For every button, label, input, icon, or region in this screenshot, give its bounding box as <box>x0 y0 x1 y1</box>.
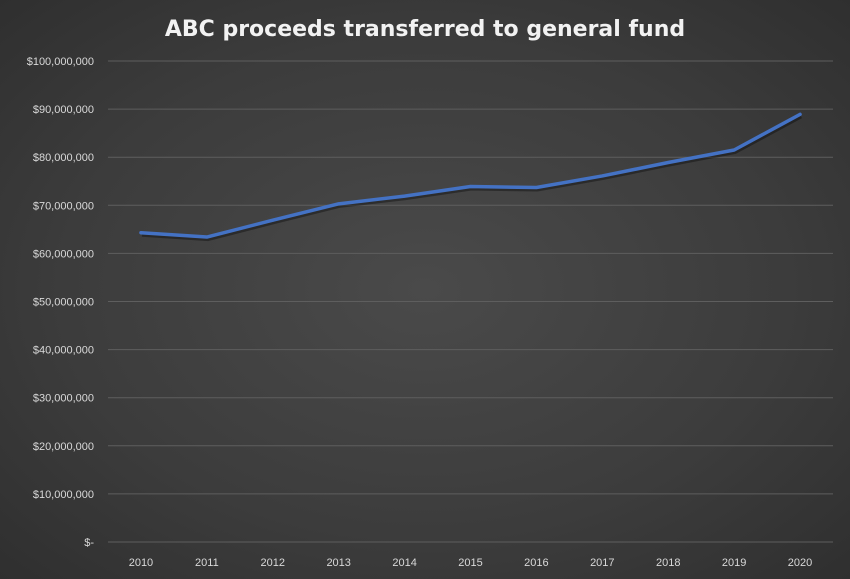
y-tick-label: $60,000,000 <box>33 248 94 260</box>
x-tick-label: 2015 <box>458 557 482 569</box>
gridlines <box>108 60 833 543</box>
y-tick-label: $50,000,000 <box>33 297 94 309</box>
x-tick-label: 2019 <box>722 557 746 569</box>
data-point <box>271 218 275 222</box>
data-point <box>469 185 472 189</box>
y-tick-label: $- <box>84 537 94 549</box>
data-point <box>139 231 143 235</box>
data-point <box>798 112 802 116</box>
x-tick-label: 2012 <box>261 557 285 569</box>
x-tick-label: 2013 <box>326 557 350 569</box>
x-tick-label: 2020 <box>788 557 812 569</box>
y-tick-label: $20,000,000 <box>33 441 94 453</box>
y-tick-label: $70,000,000 <box>33 200 94 212</box>
x-tick-label: 2014 <box>392 557 416 569</box>
x-tick-label: 2010 <box>129 557 153 569</box>
x-axis-ticks: 2010 2011 2012 2013 2014 2015 2016 2017 2018 2019… <box>129 557 813 569</box>
y-axis-ticks: $- $10,000,000 $20,000,000 $30,000,000 $40,0… <box>27 56 95 549</box>
y-tick-label: $80,000,000 <box>33 152 94 164</box>
x-tick-label: 2017 <box>590 557 614 569</box>
x-tick-label: 2016 <box>524 557 548 569</box>
y-tick-label: $30,000,000 <box>33 393 94 405</box>
series-line-shadow <box>141 114 802 242</box>
chart-title: ABC proceeds transferred to general fund <box>165 17 685 42</box>
data-point <box>534 186 538 190</box>
y-tick-label: $40,000,000 <box>33 345 94 357</box>
y-tick-label: $100,000,000 <box>27 56 94 68</box>
data-point <box>337 202 341 206</box>
x-tick-label: 2011 <box>195 557 219 569</box>
data-point <box>600 174 604 178</box>
y-tick-label: $90,000,000 <box>33 104 94 116</box>
data-point <box>205 235 209 239</box>
series-group <box>139 112 802 242</box>
data-point <box>732 148 736 152</box>
y-tick-label: $10,000,000 <box>33 489 94 501</box>
series-line <box>139 112 802 239</box>
data-point <box>666 160 670 164</box>
x-tick-label: 2018 <box>656 557 680 569</box>
data-point <box>403 194 407 198</box>
